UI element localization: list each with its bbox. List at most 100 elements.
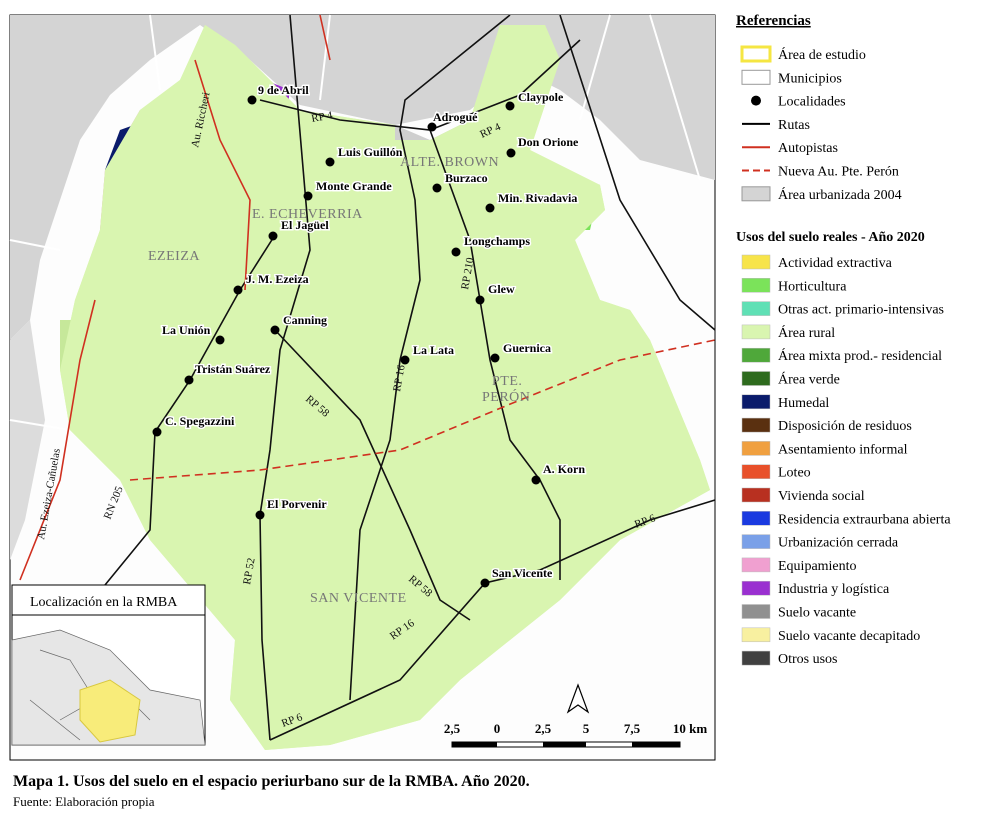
locality-dot	[268, 231, 278, 241]
locality-dot	[531, 475, 541, 485]
highway	[319, 14, 331, 61]
legend-swatch	[741, 464, 771, 479]
scale-label: 0	[494, 721, 501, 736]
legend-label: Área verde	[778, 371, 840, 388]
legend-symbol	[751, 95, 761, 106]
locality-dot	[505, 101, 515, 111]
legend-swatch	[741, 534, 771, 549]
locality-label: La Lata	[413, 343, 454, 357]
legend-swatch	[741, 604, 771, 619]
locality-dot	[506, 148, 516, 158]
municipality-label: E. ECHEVERRIA	[252, 207, 363, 222]
locality-label: C. Spegazzini	[165, 414, 235, 428]
caption-source: Fuente: Elaboración propia	[13, 794, 155, 809]
legend-label: Actividad extractiva	[778, 256, 893, 271]
locality-label: A. Korn	[543, 462, 585, 476]
legend-subtitle: Usos del suelo reales - Año 2020	[736, 230, 925, 245]
legend-label: Área urbanizada 2004	[778, 186, 902, 203]
legend-label: Vivienda social	[778, 489, 865, 504]
locality-label: J. M. Ezeiza	[246, 272, 309, 286]
new-highway	[129, 339, 716, 481]
locality-label: Tristán Suárez	[195, 362, 271, 376]
scale-label: 10 km	[673, 721, 707, 736]
legend-label: Nueva Au. Pte. Perón	[778, 165, 899, 180]
legend-label: Otros usos	[778, 652, 838, 667]
locality-label: Monte Grande	[316, 179, 392, 193]
locality-label: Glew	[488, 282, 515, 296]
caption-title: Mapa 1. Usos del suelo en el espacio per…	[13, 773, 530, 790]
road	[269, 499, 716, 741]
legend-swatch	[741, 650, 771, 666]
legend-swatch	[741, 394, 771, 410]
legend-label: Disposición de residuos	[778, 419, 912, 434]
legend-label: Área mixta prod.- residencial	[778, 347, 942, 364]
road	[349, 14, 511, 701]
locality-dot	[215, 335, 225, 345]
legend-label: Otras act. primario-intensivas	[778, 303, 944, 318]
scale-segment	[452, 742, 497, 747]
legend-label: Municipios	[778, 71, 842, 86]
scale-label: 2,5	[444, 721, 461, 736]
legend-swatch	[741, 580, 771, 596]
locality-label: La Unión	[162, 323, 211, 337]
route-label: RP 16	[391, 364, 408, 393]
locality-dot	[475, 295, 485, 305]
locality-dot	[233, 285, 243, 295]
legend-label: Autopistas	[778, 141, 838, 156]
highway	[19, 299, 96, 581]
legend: Referencias Usos del suelo reales - Año …	[736, 13, 951, 667]
legend-label: Loteo	[778, 466, 811, 481]
legend-symbol	[740, 45, 772, 63]
locality-dot	[255, 510, 265, 520]
municipality-label: PERÓN	[482, 388, 530, 405]
locality-dot	[184, 375, 194, 385]
locality-label: Burzaco	[445, 171, 488, 185]
route-label: RP 52	[241, 557, 257, 585]
locality-dot	[485, 203, 495, 213]
municipality-label: PTE.	[492, 374, 522, 389]
locality-label: Longchamps	[464, 234, 530, 248]
highway	[194, 59, 251, 291]
scale-label: 5	[583, 721, 590, 736]
legend-swatch	[741, 371, 771, 386]
locality-dot	[400, 355, 410, 365]
scale-segment	[632, 742, 680, 747]
legend-swatch	[741, 347, 771, 363]
locality-label: Claypole	[518, 90, 564, 104]
municipal-border	[9, 14, 701, 431]
legend-swatch	[741, 441, 771, 456]
inset-title: Localización en la RMBA	[30, 595, 178, 610]
urban-area	[10, 15, 715, 340]
locality-label: El Porvenir	[267, 497, 327, 511]
locality-label: Adrogué	[433, 110, 478, 124]
locality-dot	[480, 578, 490, 588]
locality-label: Don Orione	[518, 135, 579, 149]
legend-label: Localidades	[778, 95, 846, 110]
scale-bar: 2,5 0 2,5 5 7,5 10 km	[444, 721, 707, 748]
scale-label: 2,5	[535, 721, 552, 736]
legend-label: Suelo vacante	[778, 606, 856, 621]
locality-label: El Jagüel	[281, 218, 329, 232]
legend-label: Asentamiento informal	[778, 442, 908, 457]
legend-label: Urbanización cerrada	[778, 536, 899, 551]
localities: 9 de Abril Adrogué Claypole Luis Guillón…	[152, 82, 587, 588]
locality-dot	[432, 183, 442, 193]
legend-swatch	[741, 301, 771, 316]
locality-label: Min. Rivadavia	[498, 191, 577, 205]
locality-label: San Vicente	[492, 566, 553, 580]
municipality-label: EZEIZA	[148, 249, 200, 264]
legend-swatch	[741, 417, 771, 433]
locality-label: Guernica	[503, 341, 551, 355]
scale-segment	[543, 742, 586, 747]
legend-swatch	[741, 278, 771, 293]
road	[429, 129, 561, 580]
legend-label: Área de estudio	[778, 46, 866, 63]
road	[559, 14, 716, 331]
legend-swatch	[741, 324, 771, 340]
legend-swatch	[741, 254, 771, 270]
legend-swatch	[741, 557, 771, 573]
legend-label: Industria y logística	[778, 582, 890, 597]
north-arrow	[566, 683, 590, 714]
